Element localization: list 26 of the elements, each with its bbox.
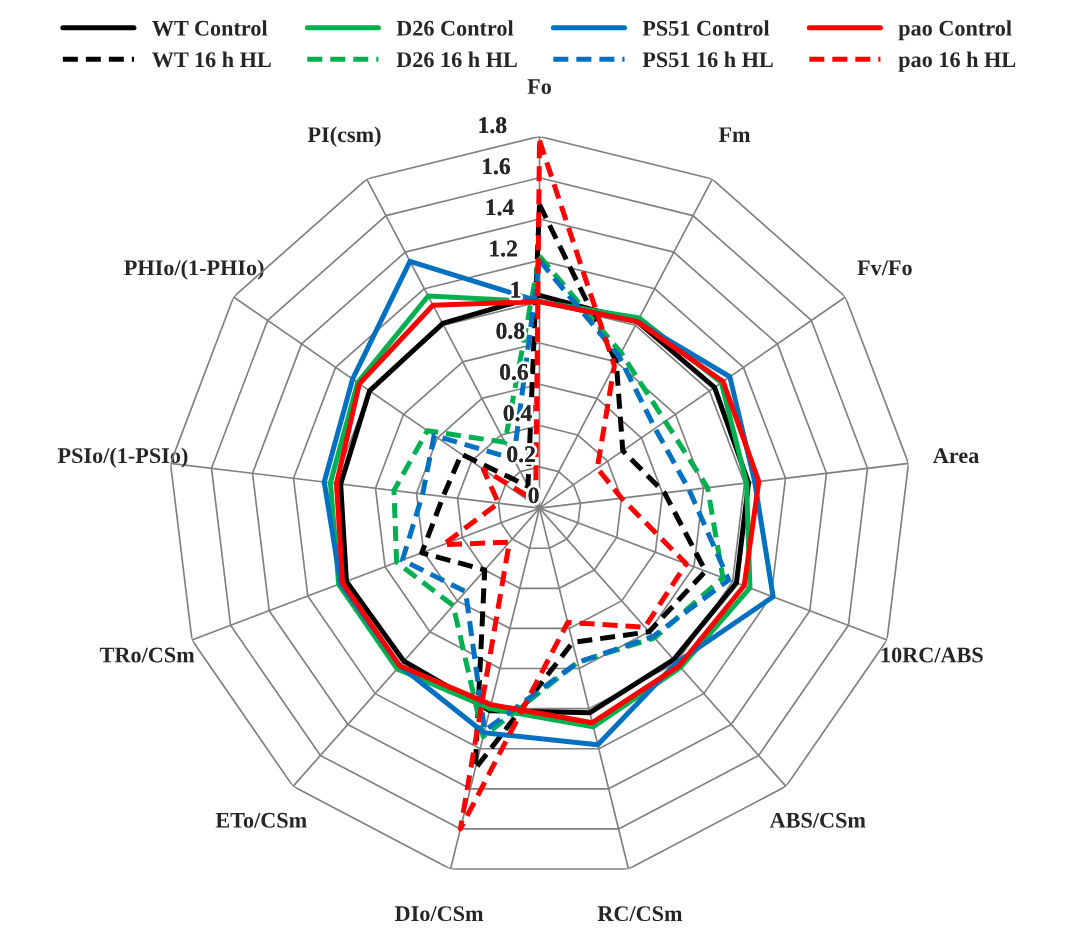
legend-label: PS51 Control	[642, 20, 770, 36]
spoke-label: Fo	[527, 79, 551, 95]
spoke-label: PSIo/(1-PSIo)	[57, 447, 188, 468]
y-tick-label: 1.4	[486, 199, 514, 216]
spoke-label: PHIo/(1-PHIo)	[124, 259, 264, 280]
spoke-label: TRo/CSm	[99, 647, 195, 663]
legend-label: D26 16 h HL	[396, 51, 517, 68]
spoke-label: Area	[933, 448, 979, 464]
spoke-label: Fm	[718, 127, 751, 142]
legend-label: WT 16 h HL	[152, 51, 271, 68]
spoke-label: ABS/CSm	[769, 812, 866, 828]
spoke-label: Fv/Fo	[857, 260, 912, 276]
spoke-label: 10RC/ABS	[881, 647, 983, 663]
legend-label: D26 Control	[396, 20, 514, 36]
spoke-label: DIo/CSm	[395, 906, 484, 922]
legend-label: PS51 16 h HL	[642, 51, 773, 68]
legend-label: WT Control	[152, 20, 268, 36]
y-tick-label: 1.8	[479, 117, 507, 134]
legend-label: pao 16 h HL	[898, 51, 1016, 72]
spoke-label: ETo/CSm	[215, 812, 307, 828]
spoke-label: RC/CSm	[597, 906, 683, 922]
legend-label: pao Control	[898, 20, 1012, 41]
y-tick-label: 1.2	[490, 240, 517, 257]
y-tick-label: 1.6	[483, 158, 511, 175]
spoke-label: PI(csm)	[307, 126, 381, 147]
y-tick-label: 0.8	[496, 322, 525, 339]
